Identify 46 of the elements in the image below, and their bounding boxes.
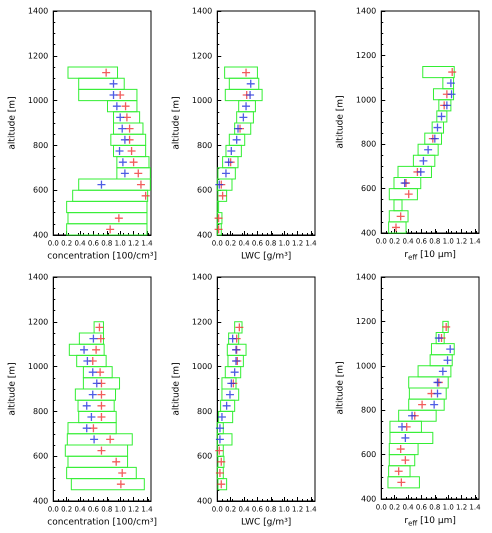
y-tick-label: 1400 [192, 6, 212, 16]
y-tick-label: 400 [196, 230, 212, 240]
y-tick-label: 600 [360, 184, 376, 194]
y-axis-title: altitude [m] [8, 96, 18, 150]
y-tick-label: 1000 [356, 361, 376, 370]
y-axis-title: altitude [m] [8, 362, 18, 416]
y-axis-title: altitude [m] [336, 361, 346, 415]
y-tick-label: 1400 [28, 272, 48, 282]
y-axis-title: altitude [m] [172, 96, 182, 150]
y-tick-label: 1400 [356, 6, 376, 16]
y-tick-label: 1000 [192, 362, 212, 372]
y-tick-label: 1000 [28, 362, 48, 372]
y-tick-label: 1000 [28, 96, 48, 106]
y-tick-label: 400 [32, 496, 48, 506]
y-tick-label: 800 [196, 140, 212, 150]
y-axis-title: altitude [m] [336, 95, 346, 149]
y-tick-label: 1000 [192, 96, 212, 106]
x-axis-title: LWC [g/m³] [240, 251, 292, 262]
y-axis-title: altitude [m] [172, 362, 182, 416]
y-tick-label: 600 [32, 186, 48, 195]
y-tick-label: 1200 [28, 317, 48, 326]
y-tick-label: 600 [196, 452, 212, 461]
y-tick-label: 1400 [192, 272, 212, 282]
x-axis-title: LWC [g/m³] [240, 517, 292, 528]
y-tick-label: 600 [32, 452, 48, 461]
y-tick-label: 600 [360, 450, 376, 460]
y-tick-label: 400 [360, 494, 376, 504]
y-tick-label: 800 [360, 140, 376, 149]
y-tick-label: 800 [32, 406, 48, 416]
y-tick-label: 800 [32, 140, 48, 150]
y-tick-label: 1200 [356, 50, 376, 60]
y-tick-label: 800 [196, 406, 212, 416]
y-tick-label: 400 [32, 230, 48, 240]
y-tick-label: 1200 [192, 51, 212, 60]
y-tick-label: 400 [360, 228, 376, 238]
y-tick-label: 1200 [356, 316, 376, 326]
y-tick-label: 1000 [356, 95, 376, 104]
x-axis-title: concentration [100/cm³] [47, 517, 158, 528]
y-tick-label: 1200 [192, 317, 212, 326]
y-tick-label: 1400 [28, 6, 48, 16]
y-tick-label: 400 [196, 496, 212, 506]
y-tick-label: 800 [360, 406, 376, 415]
x-axis-title: concentration [100/cm³] [47, 251, 158, 262]
y-tick-label: 1400 [356, 272, 376, 282]
y-tick-label: 600 [196, 186, 212, 195]
y-tick-label: 1200 [28, 51, 48, 60]
